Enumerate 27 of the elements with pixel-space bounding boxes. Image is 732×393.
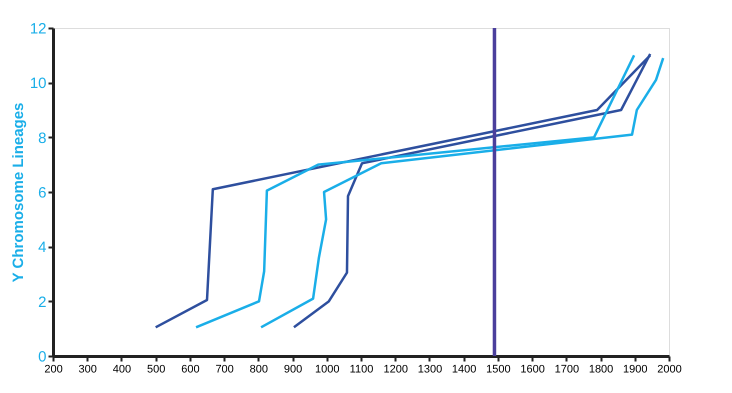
y-tick-label: 12: [30, 20, 46, 38]
x-tick-label: 300: [78, 364, 97, 376]
x-tick-label: 1200: [383, 364, 408, 376]
x-tick-label: 800: [250, 364, 268, 376]
x-tick-label: 1800: [588, 364, 614, 376]
x-tick-label: 900: [284, 364, 302, 376]
x-tick-label: 1500: [486, 364, 511, 376]
x-tick-label: 1300: [418, 364, 442, 376]
x-tick-label: 600: [181, 364, 200, 376]
x-tick-label: 1000: [315, 364, 340, 376]
x-tick-label: 500: [146, 364, 166, 376]
y-tick-label: 10: [30, 75, 46, 92]
y-tick-label: 0: [38, 348, 46, 366]
x-tick-label: 400: [112, 364, 132, 376]
x-tick-label: 700: [215, 364, 234, 376]
x-tick-label: 1700: [554, 364, 580, 376]
y-tick-label: 6: [38, 184, 46, 202]
x-tick-label: 2000: [657, 364, 682, 376]
x-tick-label: 1100: [350, 364, 374, 376]
y-tick-label: 4: [38, 239, 46, 256]
y-axis-title: Y Chromosome Lineages: [10, 102, 27, 282]
x-tick-label: 1400: [452, 364, 476, 376]
y-tick-label: 8: [38, 130, 46, 147]
x-tick-label: 1600: [520, 364, 545, 376]
y-tick-label: 2: [38, 294, 46, 311]
x-tick-label: 200: [44, 364, 63, 376]
x-tick-label: 1900: [623, 364, 648, 376]
